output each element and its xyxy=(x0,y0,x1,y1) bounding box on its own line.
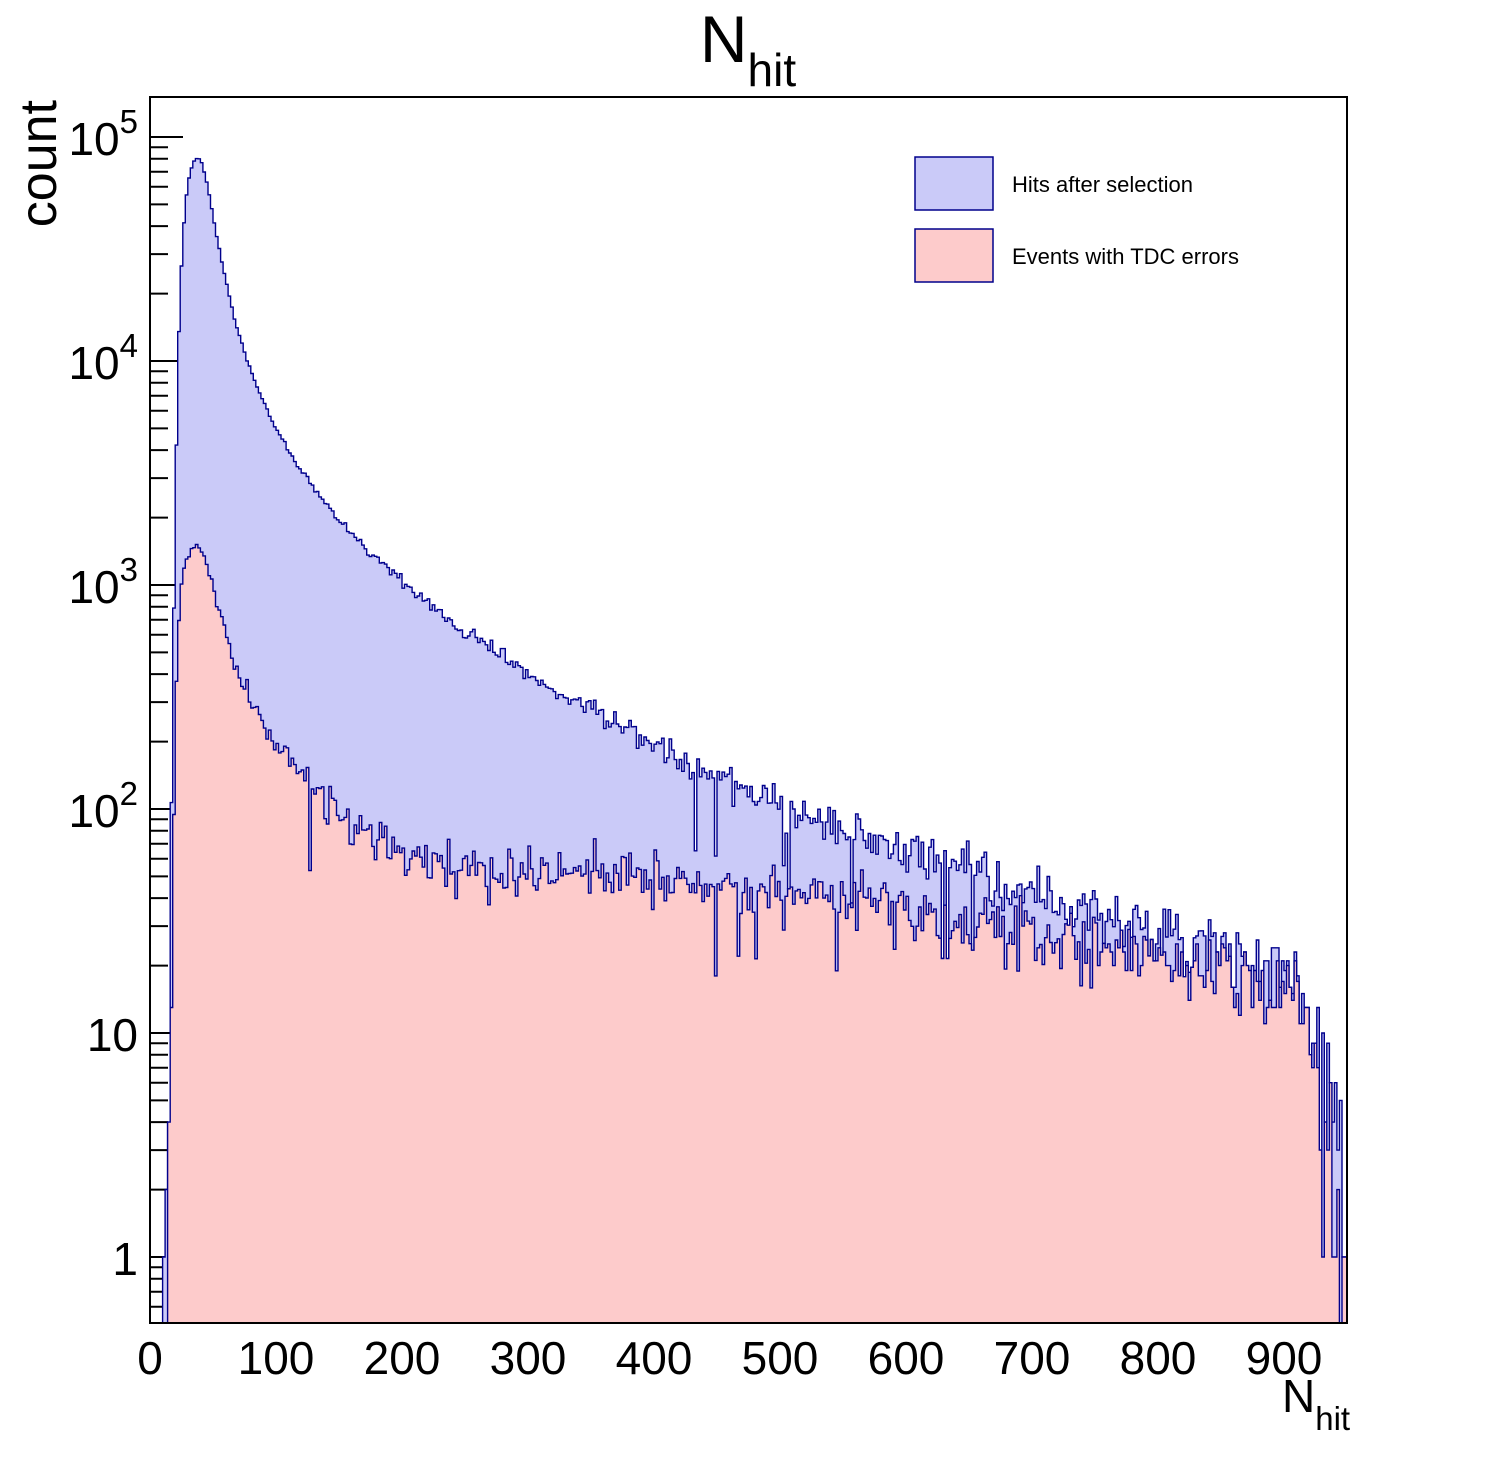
plot-title: Nhit xyxy=(700,2,796,96)
histogram-events-with-tdc-errors xyxy=(150,543,1348,1324)
x-tick-label: 200 xyxy=(364,1332,441,1384)
x-tick-label: 100 xyxy=(238,1332,315,1384)
y-tick-label: 104 xyxy=(68,327,138,389)
y-axis-title: count xyxy=(10,99,68,227)
y-tick-label: 102 xyxy=(68,775,138,837)
x-tick-label: 500 xyxy=(742,1332,819,1384)
x-tick-label: 800 xyxy=(1120,1332,1197,1384)
y-tick-label: 103 xyxy=(68,551,138,613)
y-tick-label: 1 xyxy=(112,1233,138,1285)
x-tick-label: 300 xyxy=(490,1332,567,1384)
x-axis-labels: 0 100 200 300 400 500 600 700 800 900 xyxy=(137,1332,1322,1384)
y-axis-ticks xyxy=(150,136,183,1308)
x-tick-label: 700 xyxy=(994,1332,1071,1384)
y-axis-labels: 1 10 102 103 104 105 xyxy=(68,103,138,1285)
x-tick-label: 0 xyxy=(137,1332,163,1384)
y-tick-label: 10 xyxy=(87,1009,138,1061)
y-tick-label: 105 xyxy=(68,103,138,165)
x-tick-label: 400 xyxy=(616,1332,693,1384)
legend-swatch-0 xyxy=(914,156,994,211)
plot-area xyxy=(150,157,1348,1324)
x-axis-title: Nhit xyxy=(1282,1370,1350,1437)
legend-label-1: Events with TDC errors xyxy=(1012,244,1239,269)
x-tick-label: 900 xyxy=(1246,1332,1323,1384)
legend: Hits after selection Events with TDC erro… xyxy=(914,156,1239,283)
x-tick-label: 600 xyxy=(868,1332,945,1384)
legend-swatch-1 xyxy=(914,228,994,283)
plot-frame xyxy=(149,96,1348,1324)
legend-label-0: Hits after selection xyxy=(1012,172,1193,197)
